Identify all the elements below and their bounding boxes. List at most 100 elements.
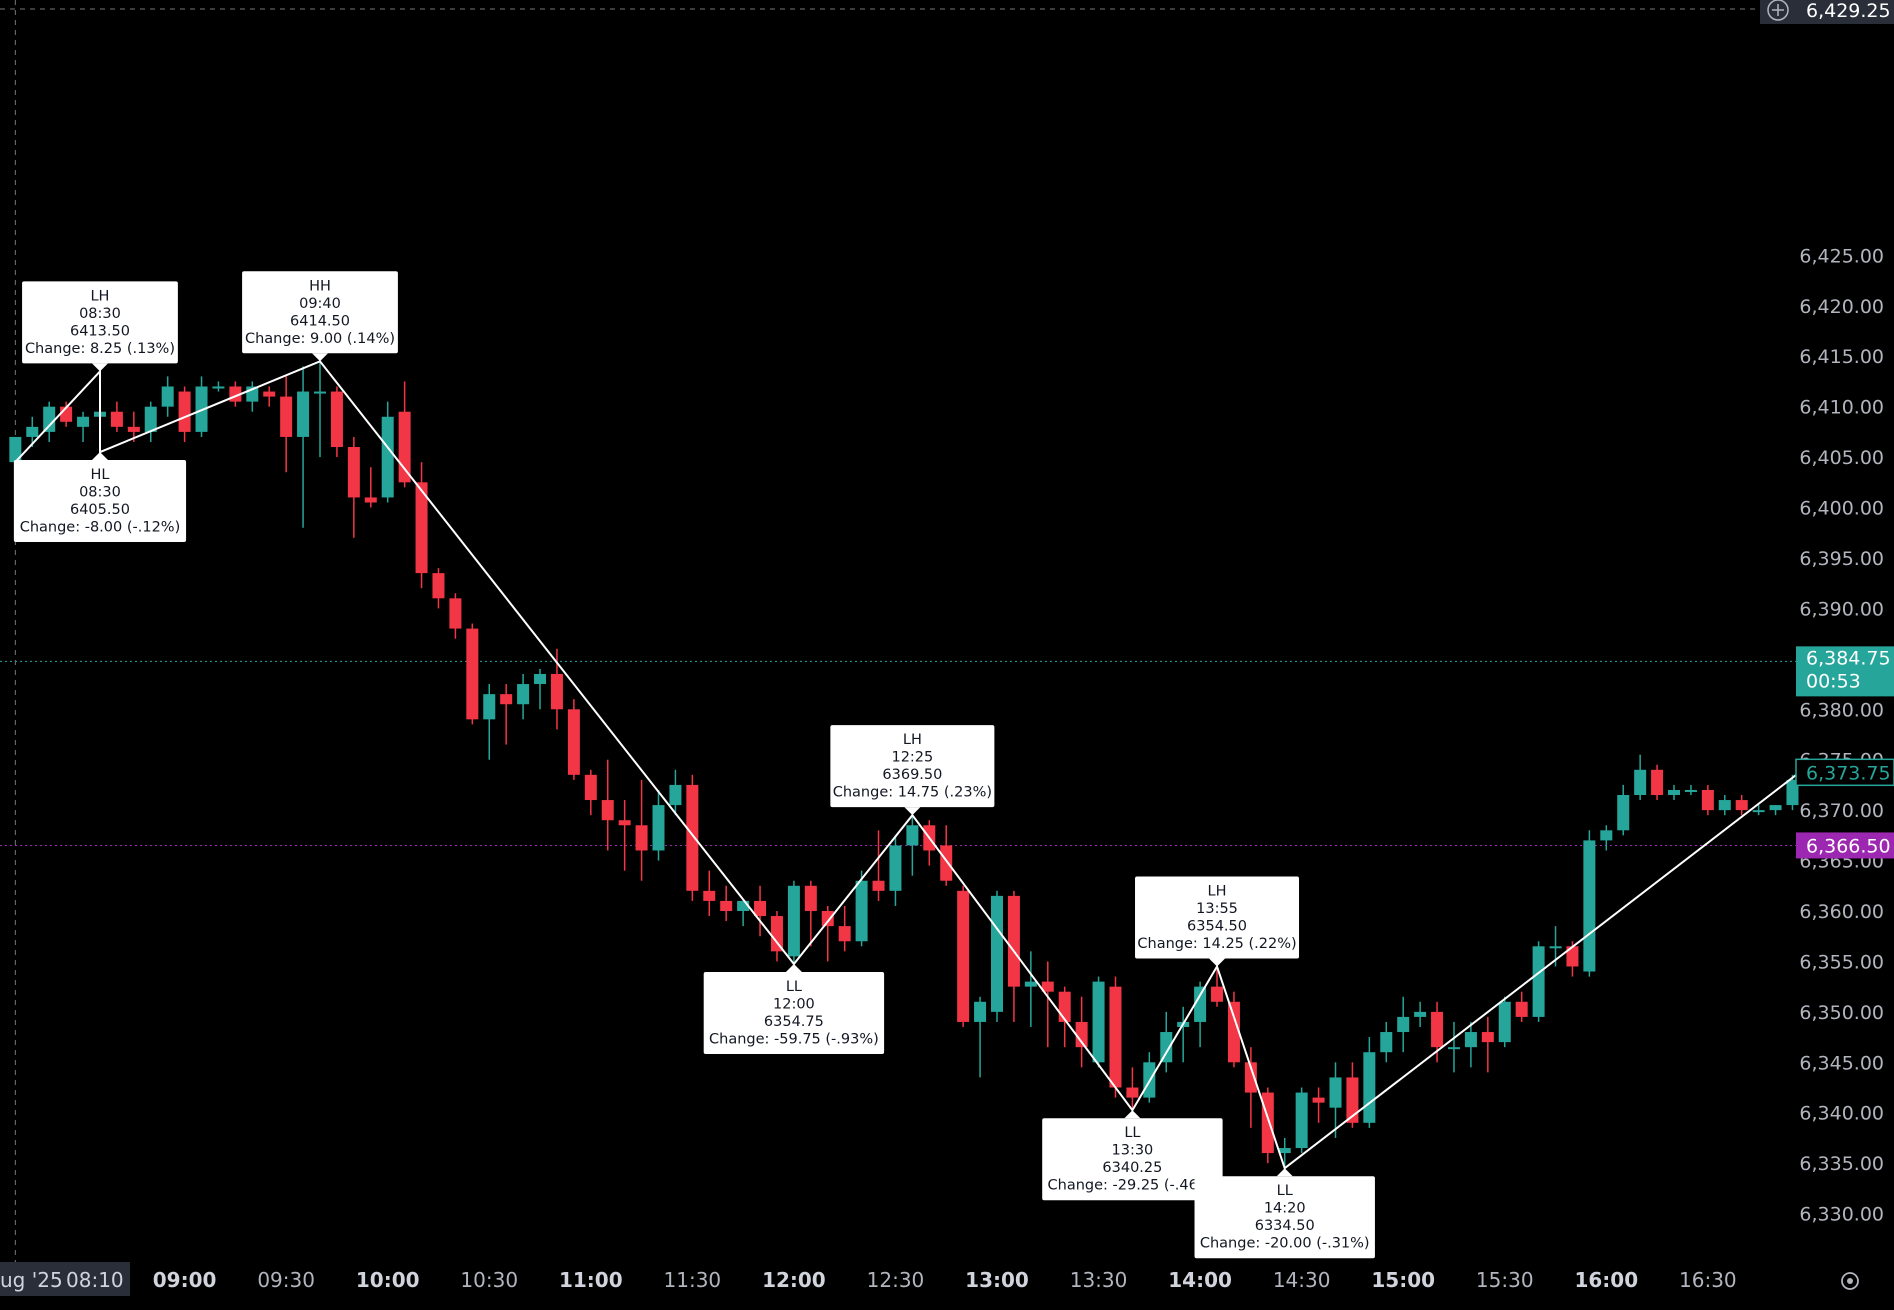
candle-body [1092,981,1105,1063]
candle [1160,1011,1173,1073]
candle [415,462,428,589]
crosshair-time-tag: ug '25 08:10 [0,1262,130,1296]
candle [787,880,800,964]
price-tick-label: 6,350.00 [1799,1002,1884,1024]
pivot-price: 6334.50 [1255,1218,1315,1234]
price-tick-label: 6,380.00 [1799,699,1884,721]
price-tick-label: 6,390.00 [1799,598,1884,620]
candle-body [804,885,817,912]
candle-body [1532,946,1545,1017]
pivot-price: 6354.50 [1187,918,1247,934]
pivot-kind: HL [90,467,109,483]
candle-body [940,845,953,881]
candle [1126,1067,1139,1111]
candle-body [381,416,394,498]
candle-body [618,820,631,826]
time-tick-label: 15:00 [1371,1268,1435,1292]
candle-body [1058,991,1071,1022]
candle-body [1261,1092,1274,1154]
time-axis[interactable]: 09:00 09:30 10:00 10:30 11:00 11:30 12:00 12:30… [153,1268,1737,1292]
candle-body [1211,986,1224,1002]
pivot-time: 12:00 [773,996,815,1012]
price-tick-label: 6,395.00 [1799,548,1884,570]
candle [1532,941,1545,1022]
candle-body [1566,946,1579,967]
candle [567,699,580,780]
current-price-tag: 6,384.75 00:53 [1796,646,1894,697]
price-axis[interactable]: 6,425.00 6,420.00 6,415.00 6,410.00 6,405.00… [1799,245,1884,1225]
candle-body [314,391,326,394]
time-tick-label: 10:00 [356,1268,420,1292]
time-tick-label: 14:00 [1168,1268,1232,1292]
candle [1786,774,1799,811]
candle-body [1668,789,1680,796]
candle-body [1769,805,1782,811]
time-tick-label: 09:00 [153,1268,217,1292]
candle-body [1414,1011,1427,1017]
candle [703,870,716,917]
candle-body [466,628,479,720]
candle [534,668,547,710]
candle-body [415,482,428,574]
settings-button[interactable] [1841,1272,1859,1290]
candle [297,366,310,528]
candle [872,830,885,901]
candle-body [1380,1032,1393,1053]
candle [26,416,39,448]
candle [1261,1087,1274,1164]
pivot-time: 08:30 [79,306,121,322]
price-tick-label: 6,330.00 [1799,1204,1884,1226]
candle [1312,1087,1325,1123]
candle-body [517,684,530,705]
pivot-kind: LL [786,979,802,995]
pivot-change: Change: 14.75 (.23%) [833,785,992,801]
line-price-tag: 6,373.75 [1795,758,1894,787]
candle [1464,1021,1477,1068]
candle [974,996,987,1078]
candle [500,684,513,745]
candle-body [1160,1032,1173,1063]
pivot-kind: LH [90,288,109,304]
candle-body [483,694,496,720]
candle [1515,991,1528,1022]
candle [1092,976,1105,1068]
time-tick-label: 10:30 [460,1268,518,1292]
candle-body [669,784,682,806]
candle [449,593,462,639]
add-button[interactable] [1762,0,1794,24]
time-tick-label: 16:30 [1679,1268,1737,1292]
candle-body [280,396,293,437]
candle-body [9,436,22,463]
candle-body [787,885,800,957]
candle [957,885,970,1027]
candle-body [1295,1092,1308,1149]
candle-body [364,497,377,503]
pivot-change: Change: -59.75 (-.93%) [709,1031,879,1047]
zigzag-line [14,360,1811,1170]
candle-body [1752,810,1765,813]
pivot-price: 6413.50 [70,323,130,339]
candle [1397,996,1410,1053]
price-tick-label: 6,360.00 [1799,901,1884,923]
candle-body [77,416,90,427]
candle [804,880,817,947]
pivot-kind: LL [1124,1125,1140,1141]
candle-body [770,916,783,952]
candle [330,386,343,458]
pivot-change: Change: 8.25 (.13%) [25,341,175,357]
candle-body [1227,1001,1240,1063]
pivot-price: 6354.75 [764,1014,824,1030]
candle-body [1194,986,1207,1022]
line-price-label: 6,373.75 [1806,762,1891,784]
pivot-time: 09:40 [299,296,341,312]
candle [821,905,834,962]
pivot-change: Change: -29.25 (-.46%) [1048,1178,1218,1194]
gear-icon [1841,1272,1859,1290]
candle [43,401,56,442]
candle-body [144,406,157,432]
candle-body [1024,981,1037,987]
price-tick-label: 6,340.00 [1799,1103,1884,1125]
candle-body [161,386,174,407]
